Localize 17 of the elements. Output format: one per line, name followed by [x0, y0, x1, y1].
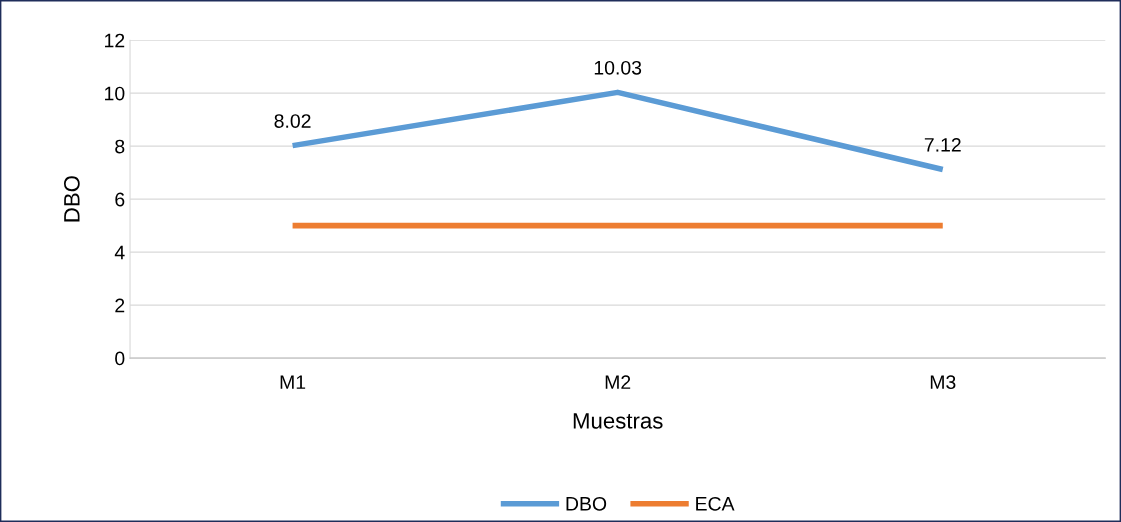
x-axis-title: Muestras [573, 413, 663, 429]
y-tick-label: 2 [115, 298, 125, 313]
data-label: 8.02 [274, 114, 311, 128]
data-label: 10.03 [594, 60, 642, 75]
y-tick-label: 8 [115, 139, 125, 154]
y-tick-label: 12 [105, 33, 125, 48]
y-tick-label: 6 [115, 192, 125, 207]
legend-label: DBO [566, 496, 607, 511]
data-label: 7.12 [924, 137, 961, 152]
y-axis-title: DBO [63, 176, 80, 222]
y-tick-label: 10 [105, 86, 125, 101]
x-tick-label: M1 [280, 375, 306, 389]
y-tick-label: 0 [115, 351, 125, 366]
y-tick-label: 4 [114, 245, 125, 260]
legend-label: ECA [696, 496, 735, 511]
x-tick-label: M2 [605, 375, 631, 389]
x-tick-label: M3 [930, 375, 956, 390]
